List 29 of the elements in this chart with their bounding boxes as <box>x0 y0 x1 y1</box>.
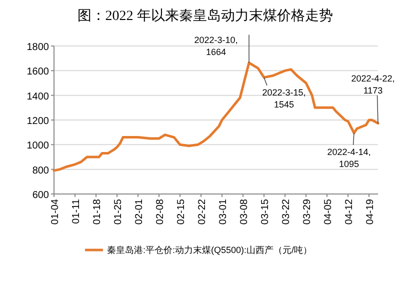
x-tick-label: 02-01 <box>134 198 145 225</box>
x-tick-label: 01-11 <box>71 198 82 224</box>
legend-label: 秦皇岛港:平仓价:动力末煤(Q5500):山西产（元/吨） <box>107 245 312 255</box>
x-tick-label: 03-22 <box>281 198 292 225</box>
x-tick-label: 04-05 <box>323 198 334 225</box>
x-tick-label: 01-18 <box>92 198 103 225</box>
x-tick-label: 02-22 <box>197 198 208 225</box>
x-tick-label: 03-29 <box>302 198 313 225</box>
x-tick-label: 02-15 <box>176 198 187 225</box>
y-tick-label: 600 <box>32 190 50 201</box>
x-tick-label: 01-25 <box>113 198 124 225</box>
x-tick-label: 03-08 <box>239 198 250 225</box>
x-tick-label: 01-04 <box>50 198 61 225</box>
y-tick-label: 1000 <box>26 140 50 152</box>
y-tick-label: 1200 <box>26 116 50 127</box>
chart-title: 图：2022 年以来秦皇岛动力末煤价格走势 <box>77 8 333 24</box>
y-tick-label: 1400 <box>26 91 50 102</box>
x-tick-label: 03-15 <box>260 198 271 225</box>
y-tick-label: 1800 <box>26 42 50 53</box>
annotation: 2022-3-15, 1545 <box>262 87 306 110</box>
x-tick-label: 02-08 <box>155 198 166 225</box>
annotation: 2022-4-22, 1173 <box>351 73 395 96</box>
y-tick-label: 800 <box>32 165 50 176</box>
annotation: 2022-4-14, 1095 <box>327 146 371 169</box>
x-tick-label: 04-19 <box>365 198 376 225</box>
annotation: 2022-3-10, 1664 <box>194 34 238 57</box>
y-tick-label: 1600 <box>26 66 50 78</box>
x-tick-label: 04-12 <box>344 198 355 225</box>
x-tick-label: 03-01 <box>218 198 229 225</box>
